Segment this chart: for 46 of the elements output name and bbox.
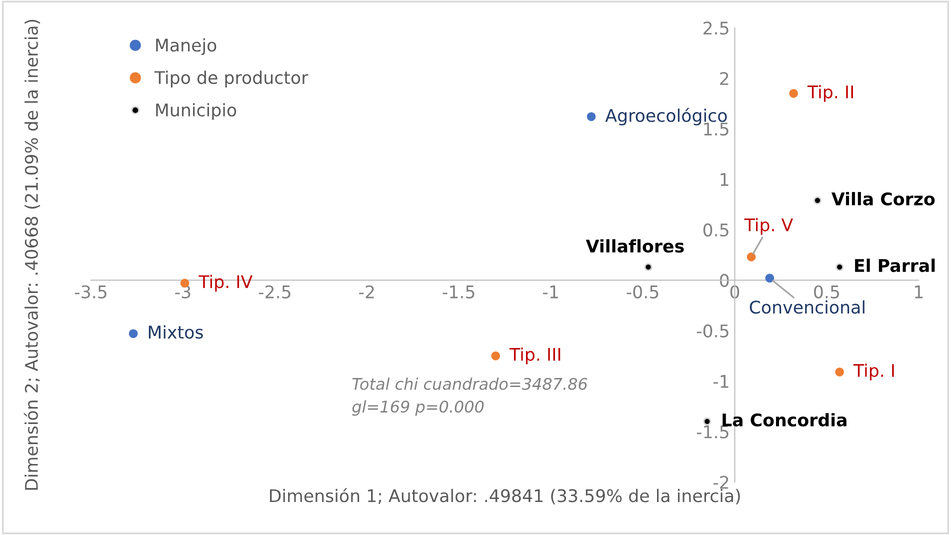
data-label: El Parral [855, 258, 935, 272]
y-tick-label: 2 [720, 72, 728, 85]
y-tick-label: -1 [713, 375, 728, 388]
point [835, 368, 844, 376]
data-label: Villa Corzo [831, 192, 935, 206]
x-tick-label: -2.5 [258, 285, 290, 298]
data-label: Convencional [750, 300, 864, 314]
point [703, 418, 712, 426]
data-label: Tip. I [853, 364, 894, 380]
data-label: La Concordia [722, 413, 846, 427]
y-tick-label: -0.5 [696, 324, 728, 338]
x-tick-label: -2 [359, 285, 374, 298]
point [789, 89, 798, 98]
data-label: Tip. IV [198, 274, 252, 292]
legend-label: Manejo [156, 38, 216, 56]
x-tick-label: 1 [915, 286, 923, 298]
y-tick-label: -1.5 [696, 426, 728, 438]
y-tick-label: -2 [713, 476, 728, 489]
x-axis-title: Dimensión 1; Autovalor: .49841 (33.59% de la inercia) [270, 488, 740, 504]
data-label: Mixtos [148, 325, 203, 339]
y-tick-label: 2.5 [704, 22, 728, 35]
x-tick-label: 0.5 [814, 285, 839, 298]
point [765, 274, 774, 283]
point [491, 351, 500, 360]
data-label: Tip. V [744, 218, 794, 235]
x-tick-label: -1.5 [442, 286, 474, 298]
data-label: Villaflores [586, 239, 684, 253]
point [836, 263, 844, 271]
legend-label: Tipo de productor [154, 70, 308, 88]
data-label: Tip. II [807, 85, 853, 102]
legend-label: Municipio [156, 103, 236, 120]
y-tick-label: 1 [720, 173, 728, 186]
y-tick-label: 0 [720, 274, 729, 288]
y-axis-title: Dimensión 2; Autovalor: .40668 (21.09% de la inercia) [24, 20, 40, 490]
x-tick-label: 0 [730, 285, 740, 298]
data-label: Tip. III [509, 347, 560, 364]
point [128, 329, 138, 338]
x-tick-label: -1 [543, 286, 558, 298]
x-tick-label: -0.5 [626, 285, 658, 298]
x-tick-label: -3.5 [74, 285, 106, 298]
point [814, 196, 822, 204]
y-tick-label: 0.5 [703, 223, 728, 237]
annotation: Total chi cuandrado=3487.86 gl=169 p=0.000 [352, 378, 588, 416]
point [644, 263, 652, 271]
point [586, 112, 596, 122]
point [746, 252, 756, 262]
